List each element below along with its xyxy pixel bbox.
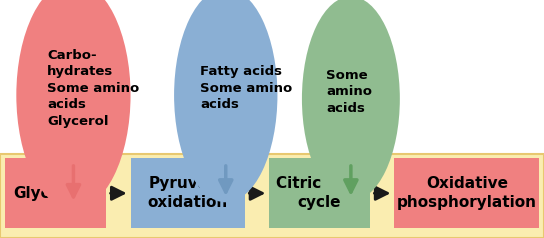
Text: Citric acid
cycle: Citric acid cycle — [276, 176, 362, 210]
Text: Pyruvate
oxidation: Pyruvate oxidation — [147, 176, 228, 210]
Text: Fatty acids
Some amino
acids: Fatty acids Some amino acids — [200, 65, 293, 111]
FancyBboxPatch shape — [5, 158, 106, 228]
Text: Carbo-
hydrates
Some amino
acids
Glycerol: Carbo- hydrates Some amino acids Glycero… — [47, 49, 140, 128]
Text: Glycolysis: Glycolysis — [13, 186, 98, 201]
Ellipse shape — [174, 0, 277, 202]
Ellipse shape — [302, 0, 400, 201]
FancyBboxPatch shape — [131, 158, 245, 228]
FancyBboxPatch shape — [269, 158, 370, 228]
FancyBboxPatch shape — [0, 154, 544, 238]
Text: Some
amino
acids: Some amino acids — [326, 69, 373, 115]
Text: Oxidative
phosphorylation: Oxidative phosphorylation — [397, 176, 537, 210]
FancyBboxPatch shape — [394, 158, 539, 228]
Ellipse shape — [16, 0, 131, 209]
